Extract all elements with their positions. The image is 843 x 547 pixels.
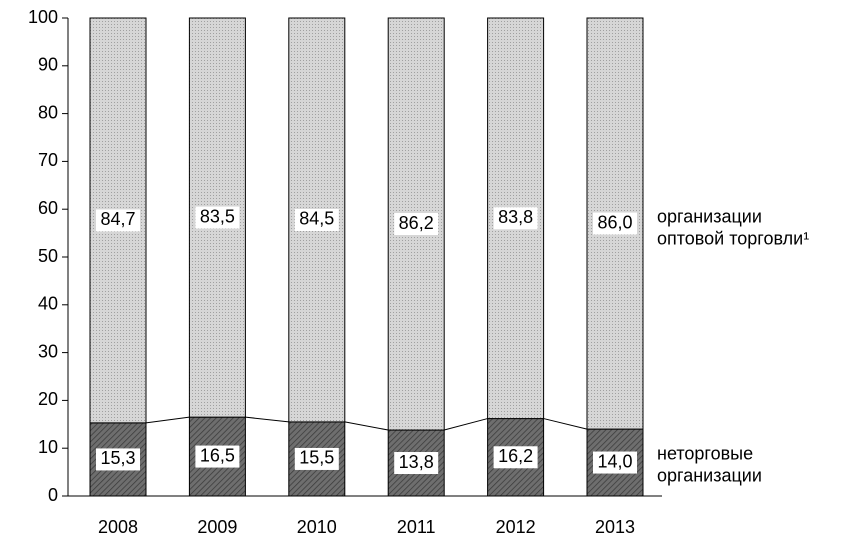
x-tick-label: 2009 <box>197 517 237 537</box>
label-bg <box>394 213 439 236</box>
label-bg <box>96 209 140 232</box>
y-tick-label: 50 <box>38 246 58 266</box>
y-tick-label: 10 <box>38 437 58 457</box>
legend-line: организации <box>657 465 762 485</box>
x-tick-label: 2012 <box>496 517 536 537</box>
legend-line: организации <box>657 206 762 226</box>
legend-line: неторговые <box>657 443 753 463</box>
value-label: 83,5 <box>200 206 235 226</box>
value-label: 86,0 <box>597 212 632 232</box>
label-bg <box>294 208 339 231</box>
y-tick-label: 80 <box>38 102 58 122</box>
y-tick-label: 40 <box>38 294 58 314</box>
y-tick-label: 100 <box>28 7 58 27</box>
legend-label: организации оптовой торговли¹ <box>657 206 809 248</box>
connector <box>245 416 289 423</box>
legend-line: оптовой торговли¹ <box>657 228 809 248</box>
label-bg <box>493 207 538 230</box>
y-tick-label: 60 <box>38 198 58 218</box>
y-tick-label: 0 <box>48 485 58 505</box>
connector <box>145 416 190 424</box>
x-tick-label: 2010 <box>297 517 337 537</box>
value-label: 84,5 <box>299 209 334 229</box>
value-label: 83,8 <box>498 207 533 227</box>
legend-label: неторговые организации <box>657 443 762 485</box>
y-tick-label: 30 <box>38 341 58 361</box>
label-bg <box>96 448 140 471</box>
value-label: 15,3 <box>100 448 135 468</box>
x-tick-label: 2011 <box>397 517 436 537</box>
y-tick-label: 90 <box>38 55 58 75</box>
value-label: 15,5 <box>299 448 334 468</box>
connector <box>444 418 488 431</box>
label-bg <box>195 445 240 468</box>
value-label: 84,7 <box>100 209 135 229</box>
x-tick-label: 2008 <box>98 517 138 537</box>
label-bg <box>593 212 637 235</box>
label-bg <box>394 452 439 475</box>
value-label: 16,5 <box>200 445 235 465</box>
connector <box>543 418 588 430</box>
value-label: 86,2 <box>399 213 434 233</box>
value-label: 13,8 <box>399 452 434 472</box>
connector <box>344 421 389 431</box>
label-bg <box>593 451 637 474</box>
label-bg <box>294 447 339 470</box>
label-bg <box>493 446 538 469</box>
x-tick-label: 2013 <box>595 517 635 537</box>
value-label: 16,2 <box>498 446 533 466</box>
label-bg <box>195 206 240 229</box>
y-tick-label: 20 <box>38 389 58 409</box>
value-label: 14,0 <box>597 451 632 471</box>
y-tick-label: 70 <box>38 150 58 170</box>
